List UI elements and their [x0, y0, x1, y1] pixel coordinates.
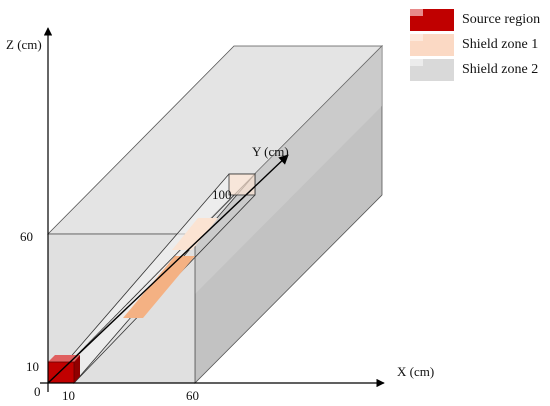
shield-zone-1-band	[123, 256, 195, 318]
legend-item-shield-zone-1: Shield zone 1	[410, 33, 550, 57]
box-side-highlight	[195, 46, 382, 294]
x-axis-label: X (cm)	[397, 364, 434, 379]
shield-zone-1-swatch	[410, 34, 454, 56]
y-tick-100: 100	[212, 187, 232, 202]
shield-zone-2-swatch	[410, 59, 454, 81]
legend-label: Shield zone 2	[462, 62, 539, 77]
y-axis-label: Y (cm)	[252, 144, 289, 159]
z-axis-label: Z (cm)	[6, 37, 42, 52]
z-tick-60: 60	[20, 229, 33, 244]
z-tick-10: 10	[26, 359, 39, 374]
y-axis	[47, 154, 289, 384]
origin-label: 0	[34, 384, 41, 399]
x-tick-60: 60	[186, 388, 199, 403]
x-tick-10: 10	[62, 388, 75, 403]
source-region-swatch	[410, 9, 454, 31]
legend-item-source-region: Source region	[410, 8, 550, 32]
legend-label: Source region	[462, 12, 541, 27]
legend-item-shield-zone-2: Shield zone 2	[410, 58, 550, 82]
legend: Source region Shield zone 1 Shield zone …	[410, 8, 550, 83]
legend-label: Shield zone 1	[462, 37, 539, 52]
